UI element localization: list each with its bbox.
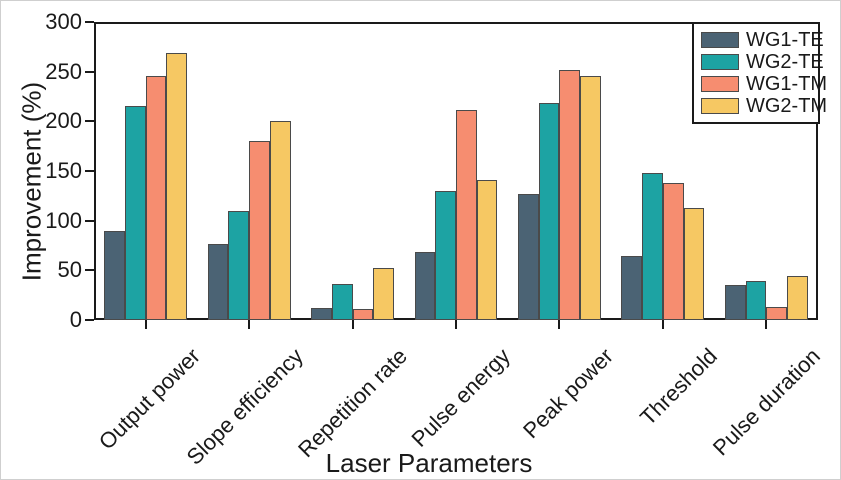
legend-swatch-wg2-te bbox=[701, 54, 739, 70]
x-tick-mark bbox=[661, 320, 664, 329]
bar-wg2-te-1 bbox=[125, 106, 146, 320]
bar-wg1-tm-2 bbox=[249, 141, 270, 320]
x-tick-mark bbox=[765, 320, 768, 329]
legend-item-wg2-tm: WG2-TM bbox=[701, 95, 827, 117]
bar-wg2-tm-1 bbox=[166, 52, 188, 320]
legend-label-wg2-te: WG2-TE bbox=[746, 50, 824, 73]
y-tick-mark bbox=[85, 170, 94, 172]
legend-swatch-wg2-tm bbox=[701, 98, 739, 114]
y-tick-mark bbox=[85, 219, 94, 222]
bar-wg2-te-5 bbox=[538, 103, 560, 320]
bar-wg2-tm-4 bbox=[476, 179, 498, 320]
bar-wg1-te-3 bbox=[311, 308, 332, 320]
bar-wg2-te-2 bbox=[228, 210, 250, 320]
bar-wg1-tm-5 bbox=[559, 69, 581, 320]
x-tick-mark bbox=[558, 320, 561, 329]
x-axis-title: Laser Parameters bbox=[325, 448, 533, 478]
bar-wg1-te-2 bbox=[207, 243, 229, 320]
legend-swatch-wg1-tm bbox=[701, 76, 739, 92]
y-tick-mark bbox=[85, 70, 94, 73]
legend-label-wg1-tm: WG1-TM bbox=[746, 72, 828, 95]
legend-item-wg2-te: WG2-TE bbox=[701, 51, 824, 73]
y-tick-label: 100 bbox=[45, 207, 82, 233]
y-tick-label: 200 bbox=[45, 108, 82, 134]
bar-wg1-tm-3 bbox=[352, 309, 374, 320]
legend-label-wg2-tm: WG2-TM bbox=[746, 94, 828, 117]
bar-wg2-te-3 bbox=[331, 284, 353, 320]
bar-wg2-tm-2 bbox=[269, 121, 291, 320]
y-tick-mark bbox=[85, 319, 94, 321]
legend: WG1-TE WG2-TE WG1-TM WG2-TM bbox=[692, 22, 827, 124]
legend-item-wg1-te: WG1-TE bbox=[701, 29, 824, 51]
x-tick-mark bbox=[144, 320, 147, 329]
y-tick-label: 50 bbox=[57, 257, 82, 283]
bar-wg2-te-7 bbox=[745, 281, 767, 320]
bar-wg2-tm-3 bbox=[373, 268, 394, 320]
bar-wg1-te-7 bbox=[724, 285, 746, 320]
y-tick-label: 0 bbox=[69, 307, 82, 332]
bar-wg2-tm-5 bbox=[580, 75, 601, 320]
bar-wg1-te-1 bbox=[104, 230, 125, 320]
bar-wg1-tm-7 bbox=[766, 307, 787, 320]
y-tick-mark bbox=[85, 269, 94, 272]
legend-item-wg1-tm: WG1-TM bbox=[701, 73, 827, 95]
legend-label-wg1-te: WG1-TE bbox=[746, 28, 824, 51]
y-tick-mark bbox=[85, 21, 94, 23]
bar-wg1-te-6 bbox=[621, 256, 643, 320]
y-tick-mark bbox=[85, 120, 94, 123]
y-tick-label: 150 bbox=[45, 158, 82, 183]
y-tick-label: 250 bbox=[45, 58, 82, 84]
bar-wg1-te-5 bbox=[518, 193, 539, 320]
bar-wg2-te-4 bbox=[435, 190, 456, 320]
bar-wg1-tm-4 bbox=[456, 110, 477, 320]
x-tick-mark bbox=[351, 320, 354, 329]
legend-swatch-wg1-te bbox=[701, 32, 739, 48]
bar-wg2-tm-6 bbox=[683, 207, 705, 320]
x-tick-mark bbox=[455, 320, 457, 329]
bar-wg1-tm-1 bbox=[145, 75, 167, 320]
x-tick-mark bbox=[248, 320, 251, 329]
bar-wg2-tm-7 bbox=[786, 276, 808, 320]
bar-wg2-te-6 bbox=[642, 172, 663, 320]
bar-wg1-te-4 bbox=[414, 252, 436, 320]
y-tick-label: 300 bbox=[45, 9, 82, 34]
bar-wg1-tm-6 bbox=[662, 182, 684, 320]
